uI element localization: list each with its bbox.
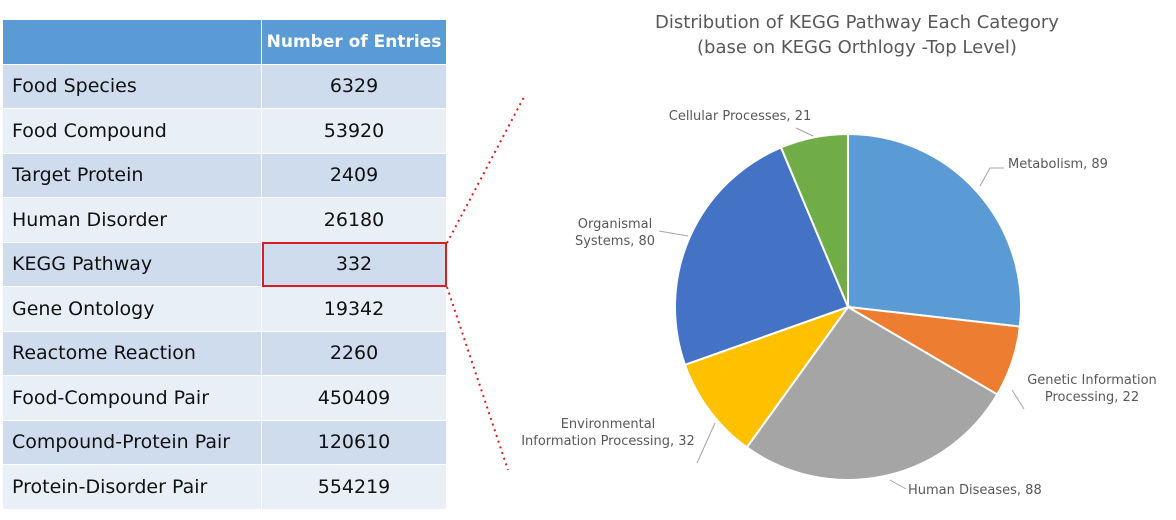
table-row-kegg-pathway: KEGG Pathway 332 (2, 241, 447, 287)
pie-data-label-line: Organismal (578, 217, 652, 232)
connector-line-bottom (446, 286, 509, 471)
pie-data-label-line: Metabolism, 89 (1008, 157, 1108, 172)
row-value: 554219 (261, 464, 447, 510)
row-name: Protein-Disorder Pair (2, 464, 262, 510)
pie-data-label: Human Diseases, 88 (908, 483, 1042, 498)
row-name: Human Disorder (2, 197, 262, 243)
row-name: Target Protein (2, 152, 262, 198)
pie-data-labels: Metabolism, 89 Genetic Information Process… (521, 109, 1157, 498)
table-row: Food Species 6329 (2, 63, 447, 109)
row-value: 6329 (261, 63, 447, 109)
table-row: Food-Compound Pair 450409 (2, 375, 447, 421)
row-value: 53920 (261, 108, 447, 154)
pie-slice-human-diseases (745, 305, 999, 481)
highlighted-value-cell: 332 (261, 241, 447, 287)
pie-data-label: Environmental Information Processing, 32 (521, 417, 695, 449)
chart-title: Distribution of KEGG Pathway Each Catego… (655, 12, 1059, 33)
table-row: Reactome Reaction 2260 (2, 330, 447, 376)
table-row: Compound-Protein Pair 120610 (2, 419, 447, 465)
entries-table-container: Number of Entries Food Species 6329 Food… (2, 19, 447, 510)
table-body: Food Species 6329 Food Compound 53920 Ta… (2, 63, 447, 510)
row-name: Food Species (2, 63, 262, 109)
pie-data-label: Metabolism, 89 (1008, 157, 1108, 172)
table-row: Target Protein 2409 (2, 152, 447, 198)
leader-line (979, 167, 1004, 187)
pie-data-label: Cellular Processes, 21 (669, 109, 812, 124)
connector-line-top (446, 96, 525, 244)
header-blank-cell (2, 19, 262, 65)
pie-data-label-line: Human Diseases, 88 (908, 483, 1042, 498)
row-name: KEGG Pathway (2, 241, 262, 287)
row-name: Gene Ontology (2, 286, 262, 332)
table-row: Food Compound 53920 (2, 108, 447, 154)
pie-slice-organismal-systems (674, 146, 850, 367)
table-row: Human Disorder 26180 (2, 197, 447, 243)
pie-data-label-line: Cellular Processes, 21 (669, 109, 812, 124)
leader-line (795, 127, 814, 137)
leader-line (658, 230, 689, 237)
row-name: Reactome Reaction (2, 330, 262, 376)
leader-line (696, 422, 716, 464)
table-row: Protein-Disorder Pair 554219 (2, 464, 447, 510)
leader-line (1011, 389, 1025, 410)
pie-data-label-line: Processing, 22 (1045, 390, 1139, 405)
leader-line (889, 479, 907, 490)
pie-data-label-line: Environmental (561, 417, 656, 432)
chart-subtitle: (base on KEGG Orthlogy -Top Level) (697, 37, 1017, 58)
pie-data-label-line: Information Processing, 32 (521, 434, 695, 449)
pie-data-label: Organismal Systems, 80 (575, 217, 655, 249)
pie-data-label: Genetic Information Processing, 22 (1027, 373, 1157, 405)
pie-slice-metabolism (847, 132, 1022, 328)
row-value: 2260 (261, 330, 447, 376)
pie-data-label-line: Genetic Information (1027, 373, 1157, 388)
pie-slice-environmental-information-processing (683, 304, 851, 449)
row-name: Food-Compound Pair (2, 375, 262, 421)
pie-data-label-line: Systems, 80 (575, 234, 655, 249)
entries-table: Number of Entries Food Species 6329 Food… (2, 19, 447, 510)
pie-slice-cellular-processes (779, 132, 849, 308)
row-name: Compound-Protein Pair (2, 419, 262, 465)
pie-leader-lines (658, 127, 1025, 490)
row-value: 2409 (261, 152, 447, 198)
row-value: 120610 (261, 419, 447, 465)
row-value: 26180 (261, 197, 447, 243)
pie-slices (674, 132, 1022, 481)
row-value: 450409 (261, 375, 447, 421)
